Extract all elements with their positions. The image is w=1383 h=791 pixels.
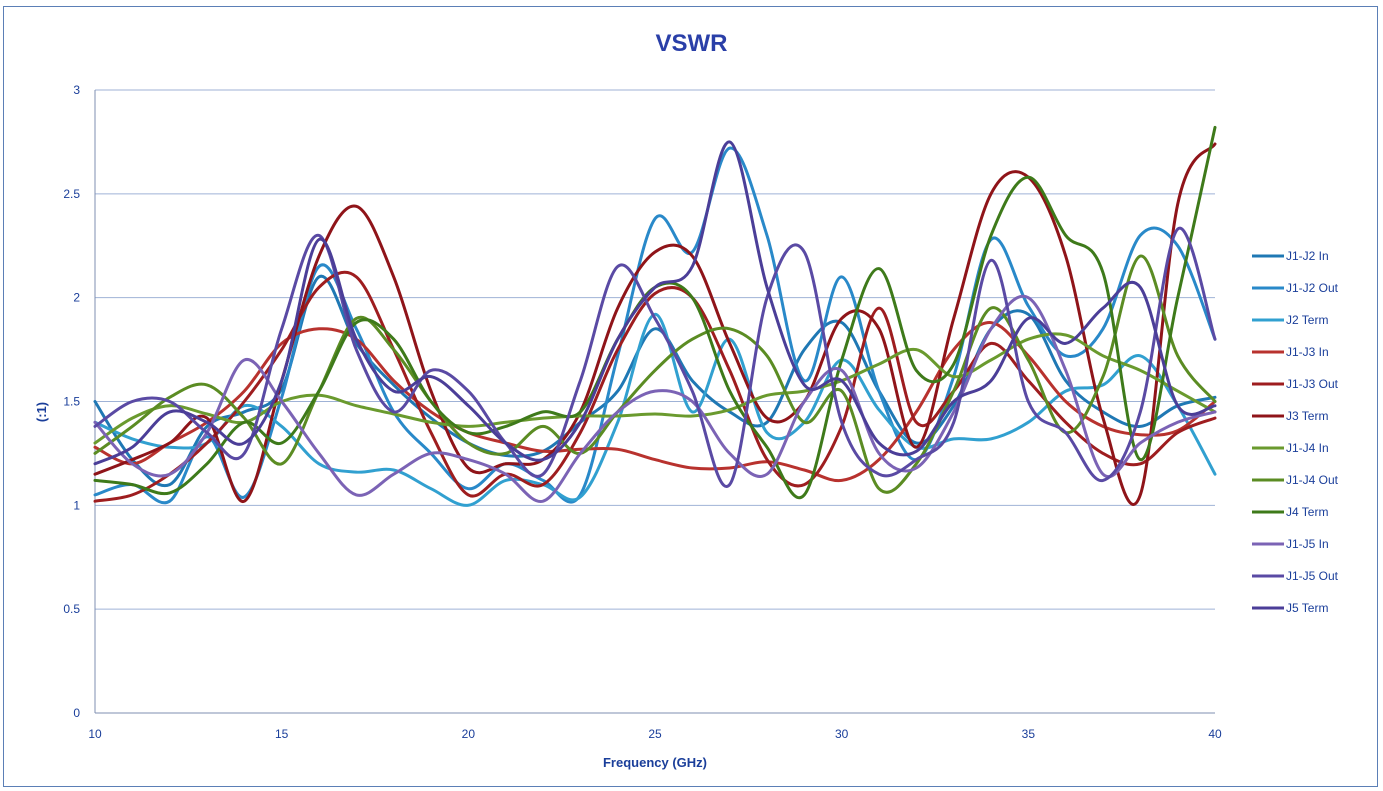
- series-line-j1-j5-in: [93, 294, 1217, 503]
- series-line-j1-j3-out: [93, 270, 1217, 503]
- y-tick-label: 2: [73, 291, 80, 305]
- x-tick-label: 35: [1022, 727, 1036, 741]
- series-line-j1-j4-out: [93, 254, 1217, 494]
- legend-label: J1-J3 In: [1286, 345, 1329, 359]
- legend-label: J1-J4 In: [1286, 441, 1329, 455]
- y-tick-label: 0: [73, 706, 80, 720]
- series-line-j1-j2-in: [93, 274, 1217, 488]
- series-line-j1-j2-out: [93, 146, 1217, 505]
- gridlines: [95, 89, 1215, 610]
- y-axis-title: (:1): [34, 402, 49, 422]
- x-axis-title: Frequency (GHz): [603, 755, 707, 770]
- series-line-j2-term: [93, 312, 1217, 507]
- y-tick-label: 1.5: [63, 395, 80, 409]
- legend-label: J2 Term: [1286, 313, 1328, 327]
- series-lines: [93, 125, 1217, 507]
- x-tick-label: 20: [462, 727, 476, 741]
- series-line-j4-term: [93, 125, 1217, 500]
- legend: J1-J2 In J1-J2 Out J2 Term J1-J3 In J1-J3 Ou…: [1252, 249, 1339, 615]
- legend-label: J4 Term: [1286, 505, 1328, 519]
- legend-label: J1-J3 Out: [1286, 377, 1339, 391]
- series-line-j1-j5-out: [93, 226, 1217, 489]
- x-axis-ticks: 10 15 20 25 30 35 40: [88, 727, 1222, 741]
- series-line-j1-j3-in: [93, 321, 1217, 483]
- chart-frame: [3, 6, 1378, 787]
- chart-title: VSWR: [655, 30, 728, 57]
- legend-label: J1-J2 In: [1286, 249, 1329, 263]
- x-tick-label: 30: [835, 727, 849, 741]
- y-axis-ticks: 0 0.5 1 1.5 2 2.5 3: [63, 83, 80, 720]
- legend-label: J5 Term: [1286, 601, 1328, 615]
- legend-label: J3 Term: [1286, 409, 1328, 423]
- x-tick-label: 25: [648, 727, 662, 741]
- y-tick-label: 2.5: [63, 187, 80, 201]
- series-line-j5-term: [93, 140, 1217, 466]
- x-tick-label: 40: [1208, 727, 1222, 741]
- y-tick-label: 0.5: [63, 602, 80, 616]
- legend-label: J1-J5 Out: [1286, 569, 1339, 583]
- x-tick-label: 15: [275, 727, 289, 741]
- legend-label: J1-J5 In: [1286, 537, 1329, 551]
- legend-label: J1-J4 Out: [1286, 473, 1339, 487]
- x-tick-label: 10: [88, 727, 102, 741]
- series-line-j1-j4-in: [93, 332, 1217, 445]
- legend-label: J1-J2 Out: [1286, 281, 1339, 295]
- y-tick-label: 3: [73, 83, 80, 97]
- y-tick-label: 1: [73, 498, 80, 512]
